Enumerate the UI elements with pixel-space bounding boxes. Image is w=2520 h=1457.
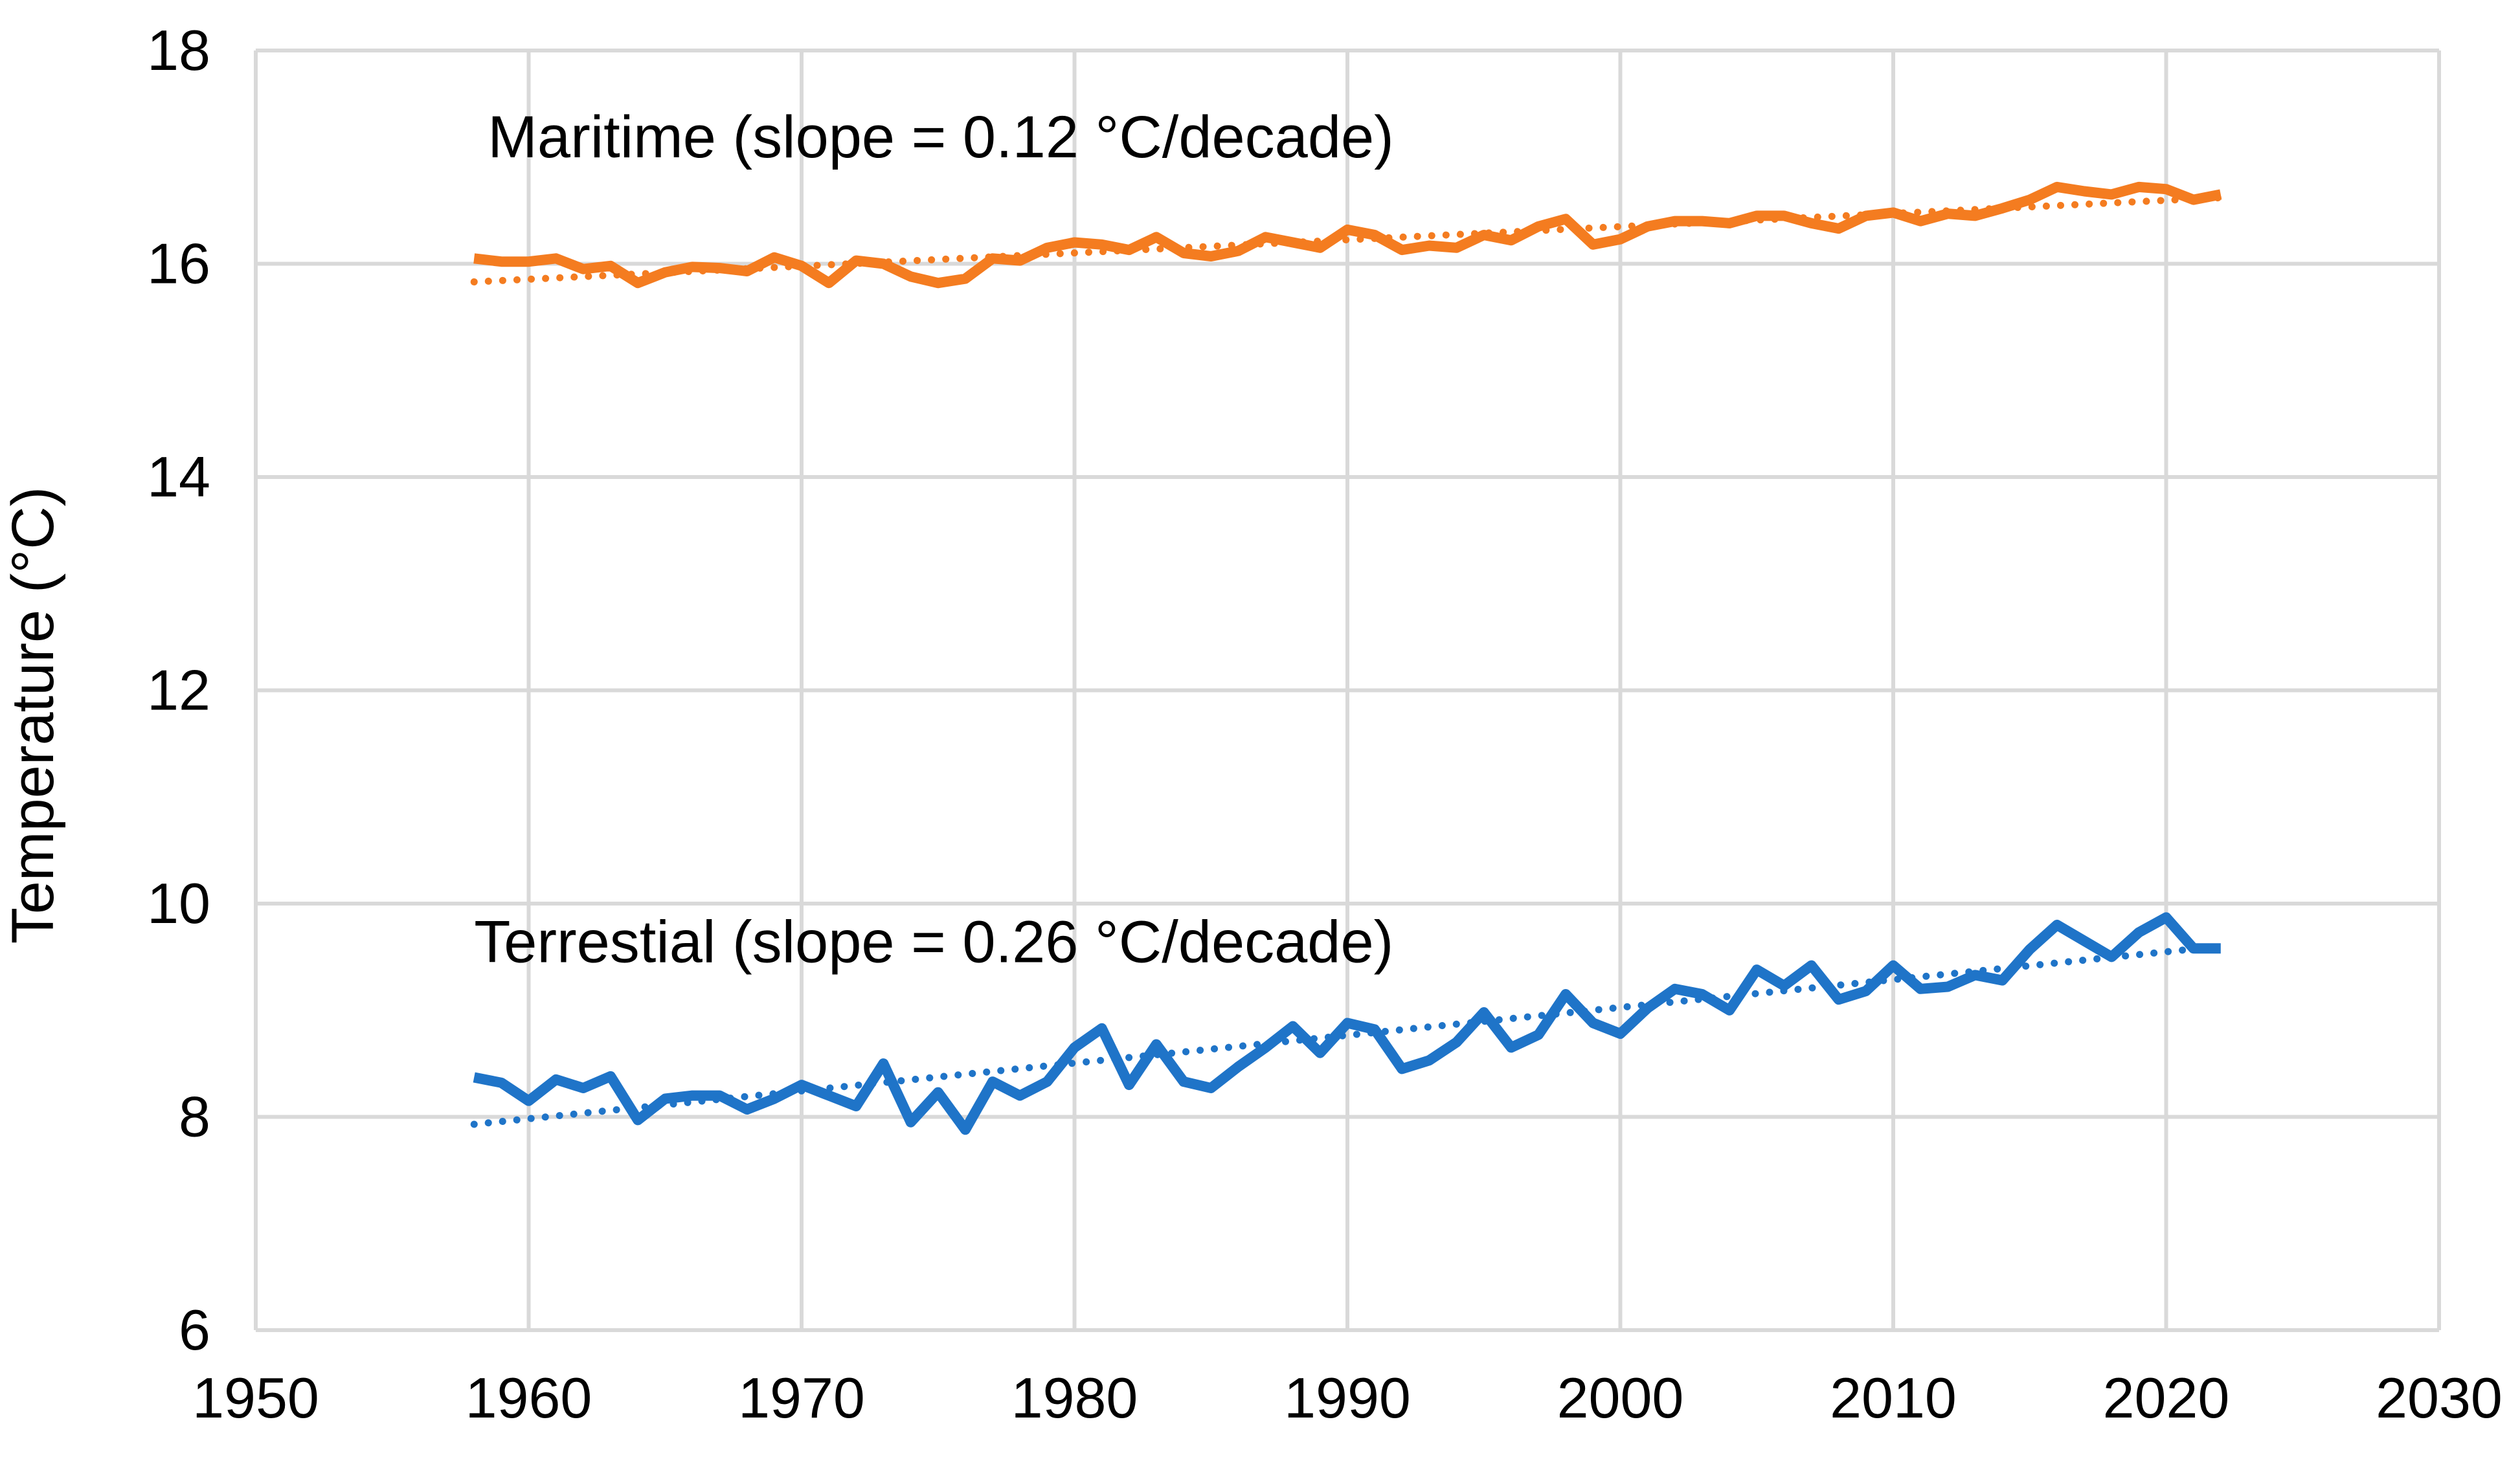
annotations: Maritime (slope = 0.12 °C/decade) Terrest… bbox=[474, 104, 1394, 975]
y-tick-label-8: 8 bbox=[179, 1085, 210, 1149]
series-line-maritime bbox=[473, 181, 2222, 289]
series-line-maritime-trend bbox=[470, 194, 2225, 285]
y-tick-label-16: 16 bbox=[147, 232, 210, 296]
x-tick-label-2000: 2000 bbox=[1557, 1366, 1684, 1430]
x-tick-label-1950: 1950 bbox=[192, 1366, 319, 1430]
series-line-terrestial-trend bbox=[470, 942, 2225, 1128]
x-tick-label-2030: 2030 bbox=[2376, 1366, 2503, 1430]
series-line-terrestial bbox=[473, 912, 2221, 1135]
x-tick-label-1970: 1970 bbox=[738, 1366, 865, 1430]
axes bbox=[254, 50, 2439, 1332]
y-tick-label-6: 6 bbox=[179, 1298, 210, 1362]
x-tick-label-2020: 2020 bbox=[2103, 1366, 2230, 1430]
x-tick-label-1990: 1990 bbox=[1284, 1366, 1411, 1430]
x-tick-label-1960: 1960 bbox=[466, 1366, 592, 1430]
y-tick-label-14: 14 bbox=[147, 445, 210, 509]
y-tick-label-18: 18 bbox=[147, 18, 210, 82]
annotation-maritime: Maritime (slope = 0.12 °C/decade) bbox=[488, 104, 1394, 170]
y-tick-label-10: 10 bbox=[147, 871, 210, 935]
x-tick-label-2010: 2010 bbox=[1830, 1366, 1957, 1430]
y-axis-title: Temperature (°C) bbox=[0, 487, 66, 944]
tick-labels: 6 8 10 12 14 16 18 1950 1960 1970 1980 1990 2000 2010… bbox=[147, 18, 2503, 1430]
data-series bbox=[470, 181, 2225, 1135]
annotation-terrestrial: Terrestial (slope = 0.26 °C/decade) bbox=[474, 909, 1393, 975]
x-tick-label-1980: 1980 bbox=[1011, 1366, 1138, 1430]
y-tick-label-12: 12 bbox=[147, 658, 210, 722]
gridlines bbox=[256, 49, 2441, 1330]
